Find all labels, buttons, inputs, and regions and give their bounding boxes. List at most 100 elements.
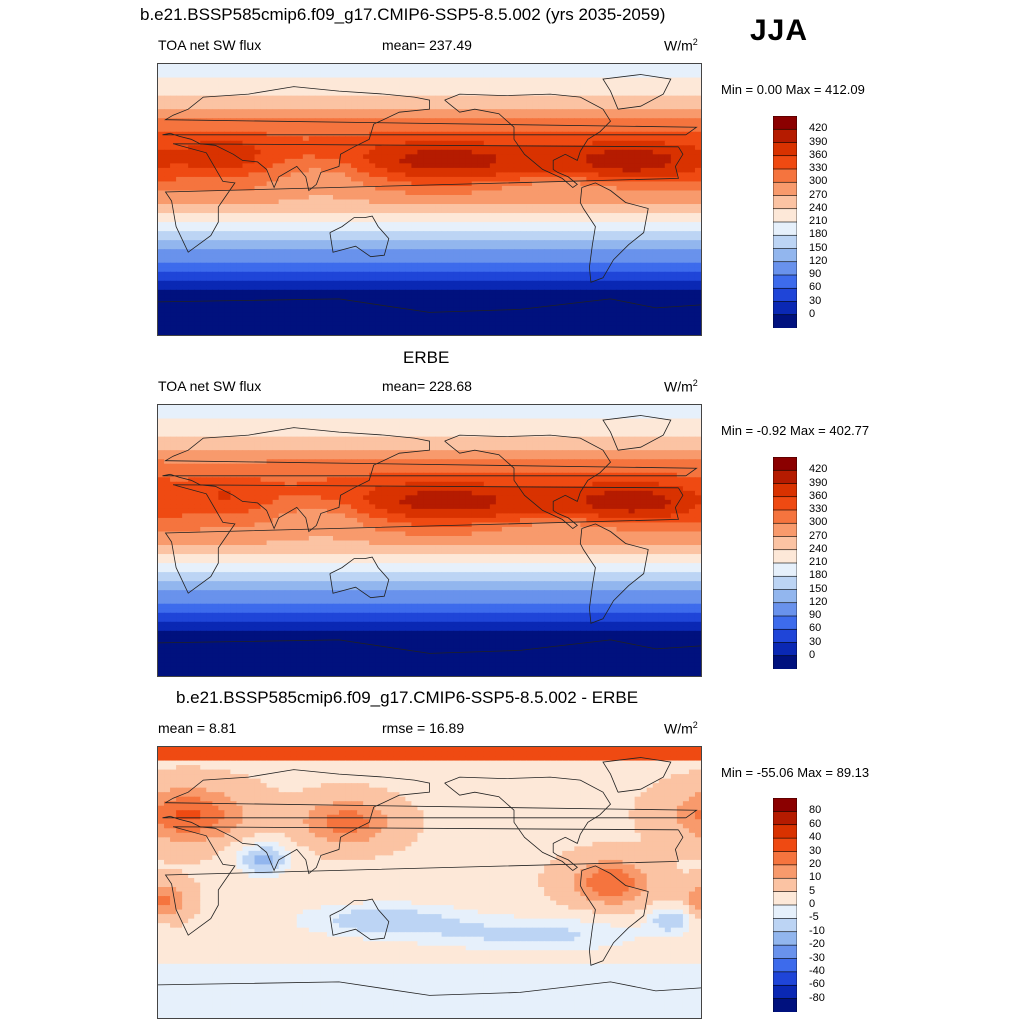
map-cell: [634, 131, 642, 137]
map-cell: [363, 194, 370, 201]
map-cell: [495, 194, 503, 201]
map-cell: [544, 131, 551, 137]
map-cell: [411, 231, 419, 237]
map-cell: [399, 176, 406, 183]
map-cell: [278, 276, 286, 282]
map-cell: [194, 217, 201, 223]
map-cell: [532, 172, 539, 178]
map-cell: [393, 226, 400, 232]
map-cell: [501, 276, 509, 282]
map-cell: [296, 276, 304, 282]
map-cell: [339, 185, 346, 192]
map-cell: [598, 204, 606, 210]
map-cell: [634, 154, 642, 160]
map-cell: [622, 303, 630, 309]
map-cell: [507, 77, 515, 83]
map-cell: [260, 158, 268, 164]
map-cell: [375, 222, 382, 228]
map-cell: [646, 217, 654, 223]
map-cell: [248, 140, 256, 146]
map-cell: [477, 271, 485, 277]
map-cell: [592, 181, 600, 187]
map-cell: [664, 240, 672, 246]
map-cell: [345, 303, 352, 309]
map-cell: [194, 262, 201, 268]
map-cell: [357, 82, 364, 88]
map-cell: [538, 231, 545, 237]
map-cell: [562, 262, 569, 268]
map-cell: [658, 122, 666, 128]
map-cell: [495, 289, 503, 295]
map-cell: [230, 285, 238, 291]
map-cell: [688, 226, 696, 232]
map-cell: [212, 82, 219, 88]
map-cell: [381, 100, 388, 106]
map-cell: [218, 136, 225, 142]
map-cell: [176, 131, 183, 137]
map-cell: [652, 222, 660, 228]
map-cell: [423, 285, 431, 291]
map-cell: [580, 163, 587, 169]
map-cell: [538, 104, 545, 110]
map-cell: [369, 140, 376, 146]
map-cell: [658, 253, 666, 259]
map-cell: [477, 73, 485, 79]
map-cell: [459, 298, 467, 304]
map-cell: [242, 213, 250, 219]
map-cell: [526, 109, 533, 115]
map-cell: [688, 276, 696, 282]
map-cell: [501, 145, 509, 151]
map-cell: [477, 68, 485, 74]
map-cell: [658, 181, 666, 187]
map-cell: [513, 190, 521, 196]
map-cell: [526, 213, 533, 219]
map-cell: [351, 64, 358, 70]
map-cell: [429, 82, 437, 88]
map-cell: [230, 77, 238, 83]
map-cell: [194, 118, 201, 124]
map-cell: [357, 253, 364, 259]
map-cell: [290, 294, 298, 300]
map-cell: [326, 190, 334, 196]
map-cell: [592, 100, 600, 106]
map-cell: [477, 167, 485, 173]
map-cell: [670, 276, 678, 282]
map-cell: [242, 176, 250, 183]
map-cell: [332, 64, 340, 70]
map-cell: [447, 276, 455, 282]
map-cell: [562, 280, 569, 286]
map-cell: [278, 167, 286, 173]
map-cell: [622, 190, 630, 196]
map-cell: [495, 240, 503, 246]
map-cell: [381, 194, 388, 201]
map-cell: [658, 262, 666, 268]
map-cell: [520, 280, 527, 286]
map-cell: [586, 154, 593, 160]
map-cell: [435, 158, 443, 164]
map-cell: [574, 258, 581, 264]
map-cell: [610, 226, 618, 232]
map-cell: [483, 240, 491, 246]
map-cell: [532, 118, 539, 124]
map-cell: [688, 249, 696, 255]
map-cell: [200, 267, 207, 273]
map-cell: [326, 303, 334, 309]
map-cell: [574, 213, 581, 219]
map-cell: [236, 95, 244, 101]
map-cell: [387, 194, 394, 201]
map-cell: [278, 82, 286, 88]
map-cell: [308, 285, 316, 291]
map-cell: [381, 222, 388, 228]
map-cell: [483, 298, 491, 304]
map-cell: [489, 294, 497, 300]
map-cell: [164, 303, 171, 309]
map-cell: [278, 240, 286, 246]
map-cell: [670, 271, 678, 277]
map-cell: [483, 244, 491, 250]
map-cell: [694, 222, 701, 228]
map-cell: [170, 249, 177, 255]
map-cell: [194, 276, 201, 282]
map-cell: [429, 231, 437, 237]
map-cell: [411, 100, 419, 106]
map-cell: [465, 68, 473, 74]
